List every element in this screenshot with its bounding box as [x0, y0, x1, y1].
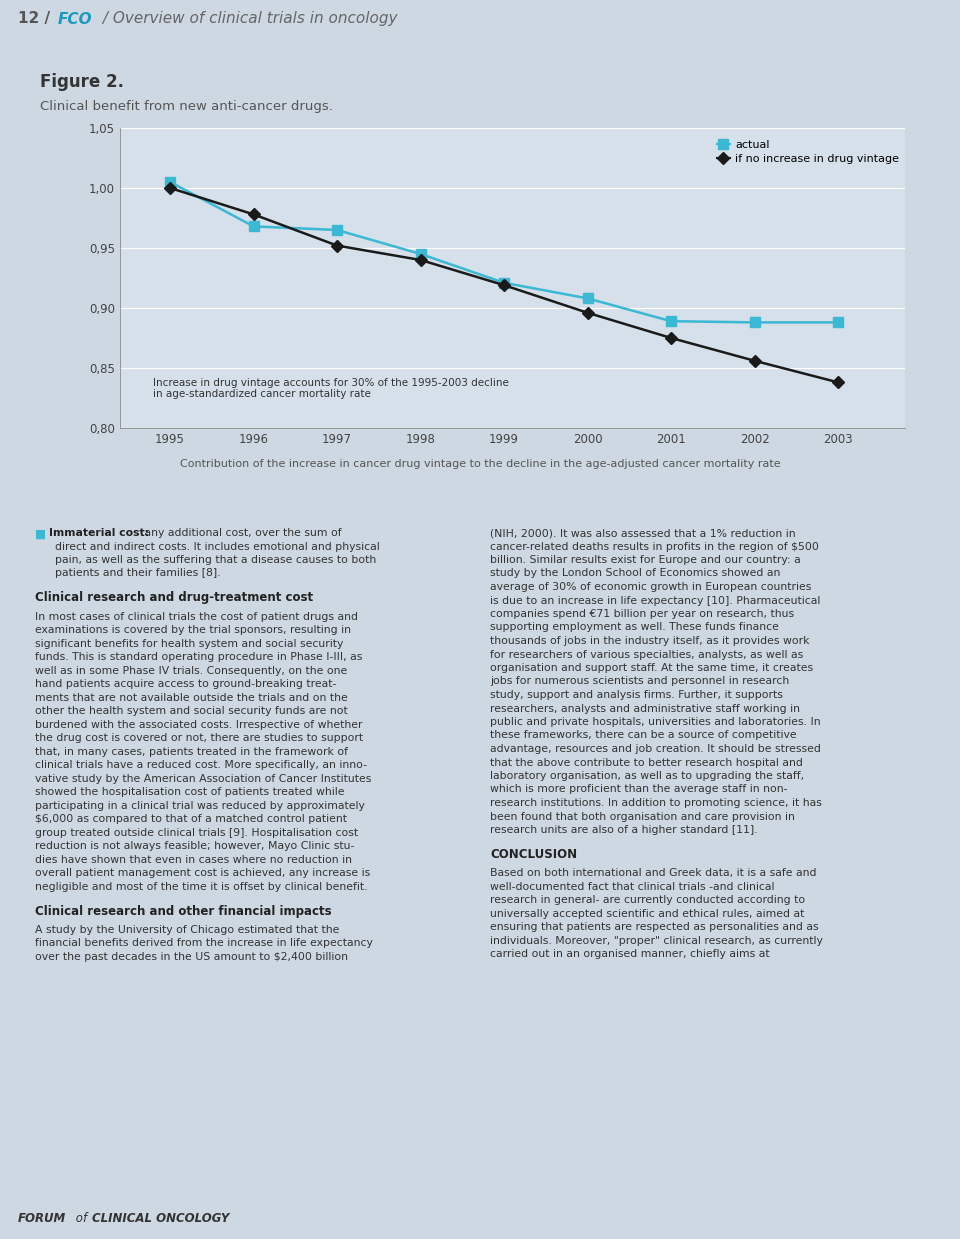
Text: cancer-related deaths results in profits in the region of $500: cancer-related deaths results in profits… [490, 541, 819, 551]
Text: Clinical research and other financial impacts: Clinical research and other financial im… [35, 904, 331, 918]
Text: research institutions. In addition to promoting science, it has: research institutions. In addition to pr… [490, 798, 822, 808]
Text: dies have shown that even in cases where no reduction in: dies have shown that even in cases where… [35, 855, 352, 865]
Text: Immaterial cost:: Immaterial cost: [49, 528, 149, 538]
Text: billion. Similar results exist for Europe and our country: a: billion. Similar results exist for Europ… [490, 555, 801, 565]
Text: ensuring that patients are respected as personalities and as: ensuring that patients are respected as … [490, 922, 819, 932]
Text: direct and indirect costs. It includes emotional and physical: direct and indirect costs. It includes e… [55, 541, 380, 551]
Text: vative study by the American Association of Cancer Institutes: vative study by the American Association… [35, 773, 372, 784]
Text: CLINICAL ONCOLOGY: CLINICAL ONCOLOGY [92, 1213, 229, 1225]
Text: the drug cost is covered or not, there are studies to support: the drug cost is covered or not, there a… [35, 733, 363, 743]
Text: which is more proficient than the average staff in non-: which is more proficient than the averag… [490, 784, 787, 794]
Text: other the health system and social security funds are not: other the health system and social secur… [35, 706, 348, 716]
Text: In most cases of clinical trials the cost of patient drugs and: In most cases of clinical trials the cos… [35, 612, 358, 622]
Text: average of 30% of economic growth in European countries: average of 30% of economic growth in Eur… [490, 582, 811, 592]
Text: for researchers of various specialties, analysts, as well as: for researchers of various specialties, … [490, 649, 804, 659]
Text: burdened with the associated costs. Irrespective of whether: burdened with the associated costs. Irre… [35, 720, 363, 730]
Text: examinations is covered by the trial sponsors, resulting in: examinations is covered by the trial spo… [35, 626, 351, 636]
Text: research in general- are currently conducted according to: research in general- are currently condu… [490, 896, 805, 906]
Text: that the above contribute to better research hospital and: that the above contribute to better rese… [490, 757, 803, 767]
Text: these frameworks, there can be a source of competitive: these frameworks, there can be a source … [490, 731, 797, 741]
Text: any additional cost, over the sum of: any additional cost, over the sum of [141, 528, 342, 538]
Text: ■: ■ [35, 528, 46, 541]
Text: / Overview of clinical trials in oncology: / Overview of clinical trials in oncolog… [98, 11, 397, 26]
Text: supporting employment as well. These funds finance: supporting employment as well. These fun… [490, 622, 779, 632]
Text: (NIH, 2000). It was also assessed that a 1% reduction in: (NIH, 2000). It was also assessed that a… [490, 528, 796, 538]
Text: CONCLUSION: CONCLUSION [490, 847, 577, 861]
Text: over the past decades in the US amount to $2,400 billion: over the past decades in the US amount t… [35, 952, 348, 961]
Text: companies spend €71 billion per year on research, thus: companies spend €71 billion per year on … [490, 610, 794, 620]
Text: well as in some Phase IV trials. Consequently, on the one: well as in some Phase IV trials. Consequ… [35, 665, 348, 675]
Legend: actual, if no increase in drug vintage: actual, if no increase in drug vintage [716, 140, 900, 164]
Text: showed the hospitalisation cost of patients treated while: showed the hospitalisation cost of patie… [35, 787, 345, 797]
Text: jobs for numerous scientists and personnel in research: jobs for numerous scientists and personn… [490, 676, 789, 686]
Text: patients and their families [8].: patients and their families [8]. [55, 569, 221, 579]
Text: financial benefits derived from the increase in life expectancy: financial benefits derived from the incr… [35, 938, 372, 948]
Text: Based on both international and Greek data, it is a safe and: Based on both international and Greek da… [490, 869, 817, 878]
Text: $6,000 as compared to that of a matched control patient: $6,000 as compared to that of a matched … [35, 814, 347, 824]
Text: organisation and support staff. At the same time, it creates: organisation and support staff. At the s… [490, 663, 813, 673]
Text: reduction is not always feasible; however, Mayo Clinic stu-: reduction is not always feasible; howeve… [35, 841, 354, 851]
Text: thousands of jobs in the industry itself, as it provides work: thousands of jobs in the industry itself… [490, 636, 809, 646]
Text: clinical trials have a reduced cost. More specifically, an inno-: clinical trials have a reduced cost. Mor… [35, 761, 367, 771]
Text: well-documented fact that clinical trials -and clinical: well-documented fact that clinical trial… [490, 882, 775, 892]
Text: overall patient management cost is achieved, any increase is: overall patient management cost is achie… [35, 869, 371, 878]
Text: funds. This is standard operating procedure in Phase I-III, as: funds. This is standard operating proced… [35, 652, 362, 662]
Text: 12 /: 12 / [18, 11, 56, 26]
Text: Clinical research and drug-treatment cost: Clinical research and drug-treatment cos… [35, 591, 313, 605]
Text: public and private hospitals, universities and laboratories. In: public and private hospitals, universiti… [490, 717, 821, 727]
Text: negligible and most of the time it is offset by clinical benefit.: negligible and most of the time it is of… [35, 882, 368, 892]
Text: advantage, resources and job creation. It should be stressed: advantage, resources and job creation. I… [490, 743, 821, 755]
Text: Clinical benefit from new anti-cancer drugs.: Clinical benefit from new anti-cancer dr… [40, 100, 333, 113]
Text: research units are also of a higher standard [11].: research units are also of a higher stan… [490, 825, 757, 835]
Text: ments that are not available outside the trials and on the: ments that are not available outside the… [35, 693, 348, 703]
Text: significant benefits for health system and social security: significant benefits for health system a… [35, 638, 344, 649]
Text: that, in many cases, patients treated in the framework of: that, in many cases, patients treated in… [35, 747, 348, 757]
Text: carried out in an organised manner, chiefly aims at: carried out in an organised manner, chie… [490, 949, 770, 959]
Text: Increase in drug vintage accounts for 30% of the 1995-2003 decline
in age-standa: Increase in drug vintage accounts for 30… [154, 378, 509, 399]
Text: of: of [72, 1213, 91, 1225]
Text: Contribution of the increase in cancer drug vintage to the decline in the age-ad: Contribution of the increase in cancer d… [180, 458, 780, 470]
Text: hand patients acquire access to ground-breaking treat-: hand patients acquire access to ground-b… [35, 679, 336, 689]
Text: study, support and analysis firms. Further, it supports: study, support and analysis firms. Furth… [490, 690, 782, 700]
Text: universally accepted scientific and ethical rules, aimed at: universally accepted scientific and ethi… [490, 908, 804, 918]
Text: been found that both organisation and care provision in: been found that both organisation and ca… [490, 812, 795, 821]
Text: FORUM: FORUM [18, 1213, 66, 1225]
Text: individuals. Moreover, "proper" clinical research, as currently: individuals. Moreover, "proper" clinical… [490, 935, 823, 945]
Text: laboratory organisation, as well as to upgrading the staff,: laboratory organisation, as well as to u… [490, 771, 804, 781]
Text: FCO: FCO [58, 11, 92, 26]
Text: A study by the University of Chicago estimated that the: A study by the University of Chicago est… [35, 924, 340, 935]
Text: Figure 2.: Figure 2. [40, 73, 124, 90]
Text: is due to an increase in life expectancy [10]. Pharmaceutical: is due to an increase in life expectancy… [490, 596, 821, 606]
Text: researchers, analysts and administrative staff working in: researchers, analysts and administrative… [490, 704, 800, 714]
Text: group treated outside clinical trials [9]. Hospitalisation cost: group treated outside clinical trials [9… [35, 828, 358, 838]
Text: pain, as well as the suffering that a disease causes to both: pain, as well as the suffering that a di… [55, 555, 376, 565]
Text: study by the London School of Economics showed an: study by the London School of Economics … [490, 569, 780, 579]
Text: participating in a clinical trial was reduced by approximately: participating in a clinical trial was re… [35, 800, 365, 810]
